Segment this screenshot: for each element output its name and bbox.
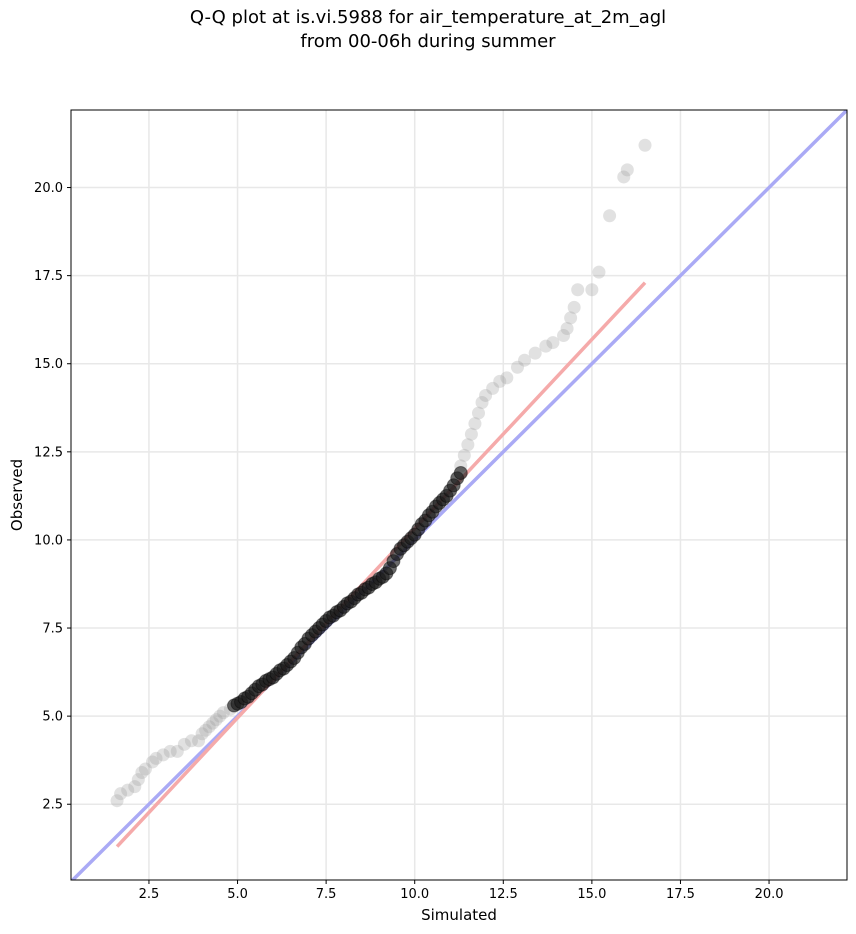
tail-point xyxy=(216,706,230,720)
tail-point xyxy=(213,709,227,723)
tail-point xyxy=(603,209,617,223)
x-tick-label: 12.5 xyxy=(489,887,518,902)
tail-point xyxy=(131,773,145,787)
y-tick-label: 15.0 xyxy=(34,357,63,372)
tail-point xyxy=(156,748,170,762)
x-tick-label: 2.5 xyxy=(139,887,160,902)
y-tick-label: 12.5 xyxy=(34,445,63,460)
y-tick-label: 17.5 xyxy=(34,269,63,284)
tail-point xyxy=(199,723,213,737)
chart-title-line-1: Q-Q plot at is.vi.5988 for air_temperatu… xyxy=(189,7,667,28)
x-tick-label: 10.0 xyxy=(400,887,429,902)
tail-point xyxy=(457,448,471,462)
tail-point xyxy=(486,381,500,395)
y-tick-label: 5.0 xyxy=(42,710,63,725)
core-point xyxy=(453,465,468,480)
x-tick-label: 5.0 xyxy=(227,887,248,902)
tail-point xyxy=(510,360,524,374)
grid xyxy=(71,110,847,880)
y-tick-label: 10.0 xyxy=(34,533,63,548)
y-tick-label: 2.5 xyxy=(42,798,63,813)
tail-point xyxy=(546,336,560,350)
tail-point xyxy=(479,388,493,402)
x-tick-label: 7.5 xyxy=(316,887,337,902)
tail-point xyxy=(192,734,206,748)
x-axis-label: Simulated xyxy=(421,906,497,924)
tail-point xyxy=(163,744,177,758)
tail-point xyxy=(638,138,652,152)
tail-point xyxy=(114,787,128,801)
x-tick-label: 15.0 xyxy=(577,887,606,902)
tail-point xyxy=(592,265,606,279)
tail-point xyxy=(560,321,574,335)
x-tick-label: 20.0 xyxy=(755,887,784,902)
tail-point xyxy=(195,727,209,741)
tail-point xyxy=(617,170,631,184)
tail-point xyxy=(564,311,578,325)
tail-point xyxy=(149,751,163,765)
plot-frame xyxy=(70,109,848,881)
y-axis-label: Observed xyxy=(8,459,26,531)
tail-point xyxy=(518,353,532,367)
tail-point xyxy=(500,371,514,385)
fit-reference-line xyxy=(115,281,647,848)
tail-point xyxy=(209,713,223,727)
tail-point xyxy=(177,737,191,751)
tail-point xyxy=(464,427,478,441)
tail-point xyxy=(493,374,507,388)
tail-point xyxy=(206,716,220,730)
tail-point xyxy=(128,780,142,794)
tail-point xyxy=(468,417,482,431)
tail-point xyxy=(585,283,599,297)
tail-point xyxy=(145,755,159,769)
tail-point xyxy=(557,329,571,343)
tail-point xyxy=(567,300,581,314)
tail-point xyxy=(138,762,152,776)
y-axis-ticks: 2.5 5.0 7.5 10.0 12.5 15.0 17.5 20.0 xyxy=(34,181,71,813)
y-tick-label: 7.5 xyxy=(42,622,63,637)
reference-lines xyxy=(71,110,847,880)
tail-point xyxy=(471,406,485,420)
tail-point xyxy=(184,734,198,748)
scatter-points xyxy=(110,138,652,808)
tail-point xyxy=(170,744,184,758)
tail-point xyxy=(202,720,216,734)
identity-reference-line xyxy=(71,110,847,880)
tail-point xyxy=(461,438,475,452)
x-tick-label: 17.5 xyxy=(666,887,695,902)
tail-point xyxy=(620,163,634,177)
tail-point xyxy=(475,395,489,409)
tail-point xyxy=(121,783,135,797)
y-tick-label: 20.0 xyxy=(34,181,63,196)
tail-point xyxy=(110,794,124,808)
tail-point xyxy=(571,283,585,297)
chart-title-line-2: from 00-06h during summer xyxy=(300,31,556,52)
tail-point xyxy=(528,346,542,360)
tail-point xyxy=(135,766,149,780)
x-axis-ticks: 2.5 5.0 7.5 10.0 12.5 15.0 17.5 20.0 xyxy=(139,880,784,902)
tail-point xyxy=(539,339,553,353)
